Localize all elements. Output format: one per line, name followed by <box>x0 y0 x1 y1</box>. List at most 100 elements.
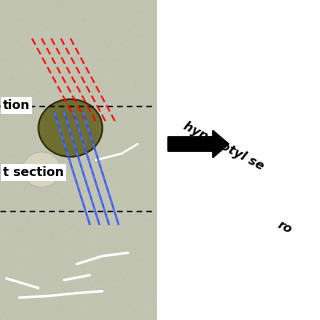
Point <box>83 167 88 172</box>
Point <box>77 6 82 11</box>
Point <box>130 10 135 15</box>
Point <box>46 114 51 119</box>
Point <box>25 220 30 225</box>
Point <box>0 176 5 181</box>
Point <box>15 143 20 148</box>
Point <box>3 100 8 106</box>
Point <box>80 106 85 111</box>
Point <box>101 225 107 230</box>
Point <box>58 100 63 105</box>
Point <box>94 83 99 88</box>
Point <box>143 66 148 71</box>
Point <box>47 210 52 215</box>
Point <box>56 145 61 150</box>
Point <box>90 168 95 173</box>
Point <box>29 40 35 45</box>
Point <box>62 62 67 67</box>
Point <box>143 272 148 277</box>
Point <box>148 308 153 313</box>
Point <box>77 228 82 234</box>
Point <box>66 123 71 128</box>
Point <box>23 63 28 68</box>
Point <box>39 188 44 193</box>
Point <box>120 144 125 149</box>
Point <box>116 94 121 100</box>
Point <box>108 167 114 172</box>
Point <box>7 166 12 171</box>
Point <box>125 187 131 192</box>
Point <box>67 269 72 274</box>
Point <box>114 285 119 291</box>
Point <box>101 313 107 318</box>
Point <box>77 210 82 215</box>
Point <box>99 313 104 318</box>
Point <box>83 156 88 161</box>
Point <box>36 299 42 304</box>
Point <box>76 116 82 121</box>
Point <box>86 160 92 165</box>
Point <box>94 225 99 230</box>
Point <box>4 254 9 259</box>
Point <box>82 188 87 194</box>
Point <box>12 177 17 182</box>
Point <box>18 228 23 233</box>
Point <box>135 211 140 216</box>
Point <box>10 301 15 306</box>
Point <box>27 276 32 281</box>
Point <box>88 220 93 225</box>
Point <box>125 72 130 77</box>
Point <box>138 294 143 299</box>
Point <box>32 276 37 281</box>
Point <box>34 308 39 314</box>
Point <box>85 46 91 52</box>
Point <box>99 46 104 51</box>
Point <box>25 226 30 231</box>
Point <box>36 265 41 270</box>
Point <box>15 297 20 302</box>
Point <box>4 192 9 197</box>
Point <box>38 151 44 156</box>
Point <box>149 243 154 248</box>
Point <box>76 119 81 124</box>
Point <box>51 306 56 311</box>
Point <box>53 280 58 285</box>
Point <box>121 131 126 136</box>
Point <box>18 211 23 216</box>
Point <box>2 57 7 62</box>
Point <box>20 298 25 303</box>
Point <box>109 93 114 98</box>
Point <box>61 261 66 266</box>
Point <box>147 252 152 257</box>
Point <box>1 12 6 17</box>
Point <box>150 273 155 278</box>
Point <box>124 143 129 148</box>
Point <box>115 139 120 144</box>
Point <box>96 94 101 99</box>
Point <box>127 137 132 142</box>
Point <box>102 210 107 215</box>
Point <box>120 24 125 29</box>
Point <box>86 141 91 147</box>
Point <box>117 18 122 23</box>
Point <box>74 239 79 244</box>
Point <box>94 132 100 137</box>
Point <box>91 237 96 243</box>
Point <box>138 231 143 236</box>
Point <box>147 42 152 47</box>
Point <box>146 188 151 193</box>
Point <box>25 253 30 258</box>
Point <box>125 39 130 44</box>
Point <box>45 188 51 193</box>
Point <box>74 236 79 241</box>
Point <box>35 91 40 96</box>
Point <box>52 20 57 26</box>
Point <box>99 77 104 82</box>
Point <box>44 230 50 235</box>
Point <box>30 197 36 202</box>
Point <box>107 273 112 278</box>
Point <box>17 253 22 258</box>
Point <box>48 273 53 278</box>
Point <box>119 141 124 147</box>
Point <box>80 316 85 320</box>
Point <box>89 156 94 161</box>
